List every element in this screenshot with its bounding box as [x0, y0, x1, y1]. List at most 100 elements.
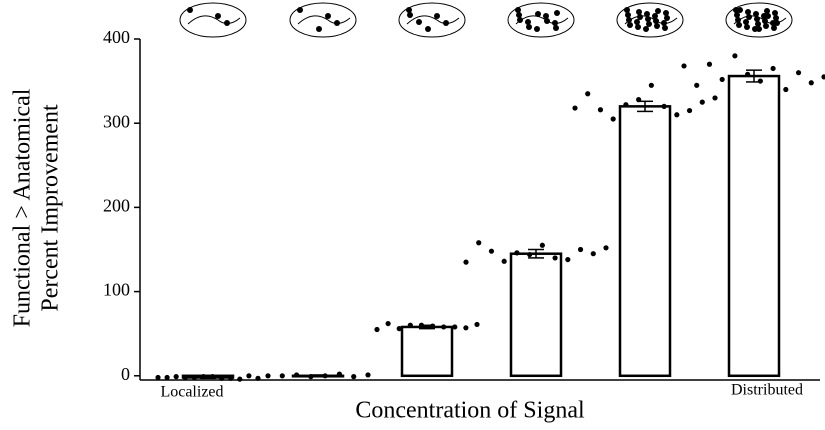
brain-spot [516, 12, 522, 18]
data-point [219, 375, 225, 381]
brain-spot [325, 13, 331, 19]
data-point [610, 116, 616, 122]
data-point [429, 323, 436, 329]
y-tick-label: 400 [103, 27, 130, 47]
y-axis-title-line: Percent Improvement [38, 104, 64, 312]
data-point [336, 371, 343, 377]
brain-spot [407, 12, 413, 18]
bar [727, 74, 781, 378]
brain-spot [754, 16, 760, 22]
data-point [585, 91, 591, 97]
data-point [322, 373, 328, 379]
brain-spot [525, 19, 531, 25]
brain-spot [517, 17, 523, 23]
data-point [246, 373, 252, 379]
data-point [452, 324, 458, 330]
brain-spot [544, 18, 550, 24]
brain-spot [654, 23, 660, 29]
brain-spot [644, 11, 650, 17]
brain-spot [425, 26, 431, 32]
data-point [279, 373, 285, 379]
brain-spot [645, 16, 651, 22]
brain-spot [406, 7, 412, 13]
brain-spot [635, 24, 641, 30]
brain-spot [734, 12, 740, 18]
data-point [191, 374, 197, 381]
data-point [396, 326, 402, 332]
data-point [173, 374, 179, 380]
brain-spot [543, 13, 549, 19]
data-point [648, 82, 654, 88]
brain-spot [643, 26, 649, 32]
brain-spot [771, 25, 777, 31]
data-point [527, 251, 533, 258]
data-point [441, 324, 447, 330]
brain-detail [187, 15, 241, 25]
brain-spot [187, 7, 193, 13]
data-point [463, 259, 469, 265]
data-point [699, 99, 705, 105]
brain-spot [744, 24, 750, 30]
y-tick-label: 300 [103, 111, 130, 131]
data-point [293, 372, 300, 378]
brain-outline [179, 2, 247, 38]
data-point [501, 258, 507, 264]
brain-icons [179, 2, 793, 38]
brain-spot [534, 26, 540, 32]
annotation: Distributed [731, 382, 803, 399]
data-point [463, 325, 469, 331]
data-point [237, 376, 243, 382]
y-axis-title: Functional > Anatomical Percent Improvem… [10, 88, 64, 327]
data-point [783, 86, 789, 93]
brain-spot [416, 19, 422, 25]
brain-spot [626, 17, 632, 23]
brain-spot [746, 14, 752, 20]
data-point [757, 78, 763, 84]
brain-spot [772, 10, 778, 16]
brain-spot [662, 25, 668, 31]
data-point [681, 63, 687, 69]
brain-spot [334, 20, 340, 26]
data-point [821, 74, 825, 80]
brain-spot [636, 9, 642, 15]
brain-outline [289, 2, 357, 38]
brain-spot [743, 19, 749, 25]
data-point [552, 255, 558, 261]
brain-detail [515, 15, 569, 25]
brain-spot [663, 10, 669, 16]
data-point [209, 374, 216, 380]
brain-spot [652, 13, 658, 19]
brain-spot [773, 15, 779, 21]
brain-spot [634, 19, 640, 25]
brain-spot [316, 26, 322, 32]
data-point [155, 374, 161, 381]
data-point [636, 97, 642, 103]
brain-spot [736, 22, 742, 28]
brain-spot [745, 9, 751, 15]
data-point [164, 374, 170, 381]
data-point [694, 82, 700, 88]
brain-spot [553, 25, 559, 31]
brain-outline [725, 2, 793, 38]
x-axis-title: Concentration of Signal [355, 398, 585, 424]
brain-spot [755, 21, 761, 27]
brain-spot [554, 10, 560, 16]
bar [618, 105, 672, 378]
data-point [476, 240, 482, 246]
data-point [488, 248, 495, 254]
data-point [590, 251, 596, 257]
brain-outline [398, 2, 466, 38]
brain-outline [616, 2, 684, 38]
brain-spot [655, 8, 661, 14]
brain-outline [507, 2, 575, 38]
brain-spot [756, 26, 762, 32]
brain-spot [627, 22, 633, 28]
brain-spot [653, 18, 659, 24]
data-point [719, 76, 725, 83]
data-point [686, 107, 693, 114]
brain-spot [443, 20, 449, 26]
brain-spot [515, 7, 521, 13]
data-point [474, 321, 480, 328]
